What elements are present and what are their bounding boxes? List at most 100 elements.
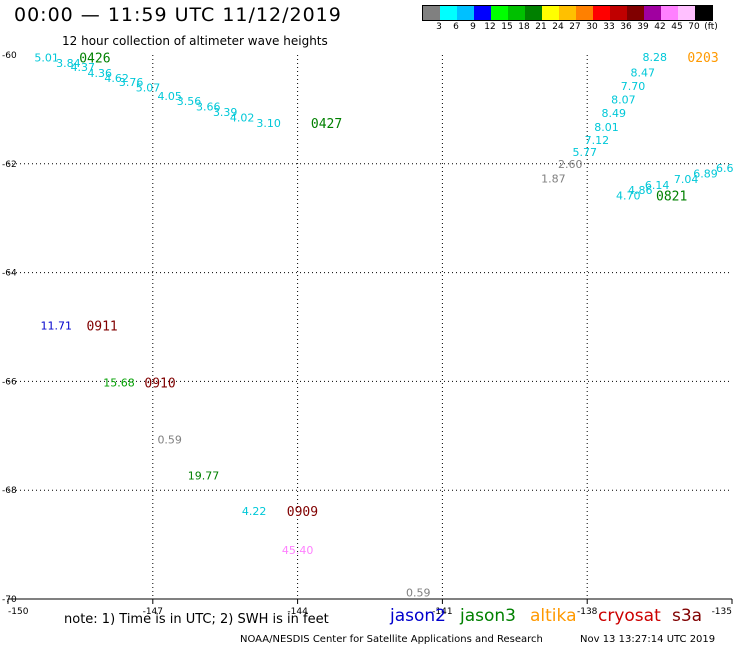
wave-height-value: 8.01: [594, 121, 619, 134]
wave-height-value: 5.77: [573, 146, 598, 159]
wave-height-value: 8.28: [643, 51, 668, 64]
wave-height-value: 11.71: [41, 319, 73, 332]
wave-height-value: 45.40: [282, 544, 314, 557]
longitude-tick-label: -144: [287, 607, 308, 617]
scale-swatch: [542, 6, 559, 20]
scale-label: 39: [637, 22, 649, 32]
wave-observations: 5.013.844.374.364.623.765.074.053.563.66…: [34, 51, 733, 599]
latitude-tick-label: -62: [2, 160, 17, 170]
map-axes: -150 -147 -144 -141 -138 -135 -60 -62 -64 -66 -68 -…: [2, 51, 733, 617]
latitude-tick-label: -70: [2, 595, 17, 605]
generated-timestamp: Nov 13 13:27:14 UTC 2019: [580, 634, 716, 645]
pass-time-label: 0821: [656, 189, 687, 204]
wave-height-value: 7.04: [674, 173, 699, 186]
wave-height-value: 4.70: [616, 189, 641, 202]
scale-label: 70: [688, 22, 700, 32]
longitude-tick-label: -138: [577, 607, 598, 617]
pass-time-label: 0910: [144, 376, 175, 391]
scale-swatch: [610, 6, 627, 20]
scale-label: 30: [586, 22, 598, 32]
pass-time-label: 0203: [687, 51, 718, 66]
wave-height-value: 0.59: [406, 586, 431, 599]
longitude-tick-label: -141: [432, 607, 452, 617]
scale-label: 42: [654, 22, 666, 32]
scale-label: (ft): [704, 22, 718, 32]
scale-label: 15: [501, 22, 513, 32]
scale-label: 9: [470, 22, 476, 32]
pass-time-label: 0426: [79, 52, 110, 67]
scale-label: 21: [535, 22, 547, 32]
longitude-tick-label: -150: [8, 607, 29, 617]
page-title: 00:00 — 11:59 UTC 11/12/2019: [14, 4, 342, 26]
wave-height-value: 8.07: [611, 94, 636, 107]
wave-height-value: 15.68: [103, 376, 135, 389]
scale-swatch: [508, 6, 525, 20]
satellite-s3a-label: s3a: [672, 606, 703, 626]
longitude-tick-label: -135: [712, 607, 732, 617]
scale-label: 27: [569, 22, 581, 32]
wave-height-value: 6.14: [645, 179, 670, 192]
wave-height-value: 4.02: [230, 112, 255, 125]
satellite-jason2-label: jason2: [390, 606, 446, 626]
color-scale-swatches: [422, 5, 713, 21]
footnote: note: 1) Time is in UTC; 2) SWH is in fe…: [64, 612, 329, 627]
scale-swatch: [695, 6, 712, 20]
wave-height-value: 3.76: [119, 76, 144, 89]
pass-time-label: 0427: [311, 117, 342, 132]
wave-height-value: 3.84: [56, 57, 81, 70]
wave-height-value: 4.22: [242, 505, 267, 518]
scale-swatch: [525, 6, 542, 20]
satellite-jason3-label: jason3: [460, 606, 516, 626]
wave-height-value: 7.70: [621, 80, 646, 93]
wave-height-value: 4.36: [87, 67, 112, 80]
latitude-tick-label: -60: [2, 51, 17, 61]
wave-height-value: 7.12: [585, 134, 610, 147]
wave-height-value: 3.56: [177, 95, 202, 108]
longitude-tick-label: -147: [143, 607, 163, 617]
scale-label: 24: [552, 22, 564, 32]
scale-swatch: [491, 6, 508, 20]
color-scale-labels: 3 6 9 12 15 18 21 24 27 30 33 36 39 42 45 70 (ft): [422, 21, 718, 33]
scale-swatch: [474, 6, 491, 20]
latitude-tick-label: -66: [2, 377, 17, 387]
scale-swatch: [644, 6, 661, 20]
wave-height-value: 0.59: [157, 434, 182, 447]
page-subtitle: 12 hour collection of altimeter wave hei…: [62, 34, 328, 48]
wave-height-value: 4.05: [157, 90, 182, 103]
scale-swatch: [440, 6, 457, 20]
scale-label: 6: [453, 22, 459, 32]
color-scale-legend: 3 6 9 12 15 18 21 24 27 30 33 36 39 42 45 70 (ft): [422, 5, 718, 33]
satellite-altika-label: altika: [530, 606, 577, 626]
pass-time-label: 0909: [287, 505, 318, 520]
pass-time-labels: 0426 0427 0203 0821 0911 0910 0909: [79, 51, 718, 520]
scale-swatch: [423, 6, 440, 20]
scale-label: 45: [671, 22, 683, 32]
wave-height-value: 3.66: [196, 101, 221, 114]
pass-time-label: 0911: [86, 319, 117, 334]
wave-height-value: 6.89: [693, 168, 718, 181]
wave-height-value: 4.62: [104, 72, 129, 85]
wave-height-value: 4.37: [71, 61, 96, 74]
latitude-tick-label: -64: [2, 269, 17, 279]
wave-height-value: 1.87: [541, 172, 566, 185]
wave-height-value: 3.39: [213, 106, 238, 119]
wave-height-value: 8.47: [630, 66, 655, 79]
wave-height-value: 4.86: [628, 184, 653, 197]
scale-swatch: [576, 6, 593, 20]
scale-swatch: [678, 6, 695, 20]
scale-label: 3: [436, 22, 442, 32]
credit-text: NOAA/NESDIS Center for Satellite Applica…: [240, 634, 543, 645]
wave-height-value: 5.01: [34, 52, 59, 65]
wave-height-value: 6.6: [716, 162, 734, 175]
scale-swatch: [457, 6, 474, 20]
satellite-cryosat-label: cryosat: [598, 606, 661, 626]
scale-label: 12: [484, 22, 496, 32]
scale-label: 33: [603, 22, 615, 32]
scale-swatch: [627, 6, 644, 20]
scale-swatch: [661, 6, 678, 20]
wave-height-value: 2.60: [558, 158, 583, 171]
scale-label: 36: [620, 22, 632, 32]
latitude-tick-label: -68: [2, 486, 17, 496]
